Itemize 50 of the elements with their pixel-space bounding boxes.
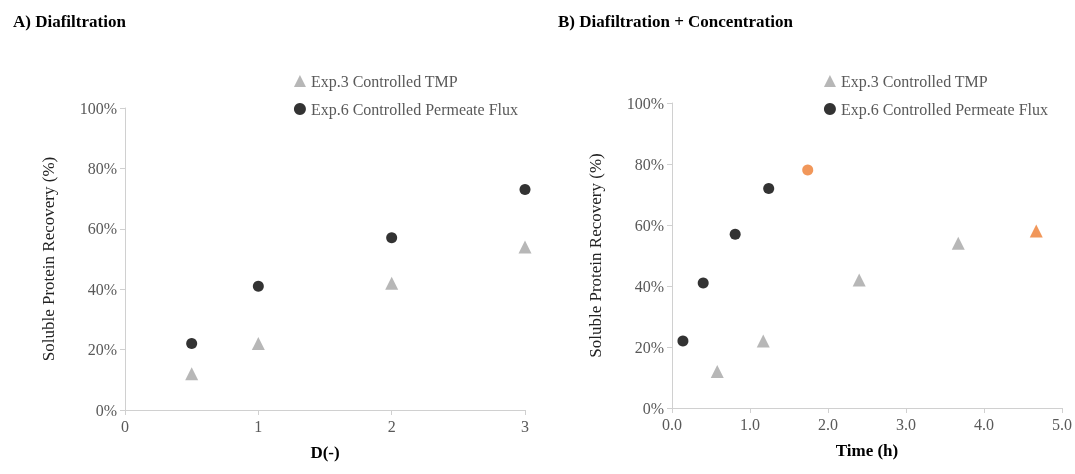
point bbox=[852, 273, 866, 287]
y-tick-label: 40% bbox=[87, 280, 117, 298]
y-axis-title: Soluble Protein Recovery (%) bbox=[586, 153, 605, 358]
x-tick-label: 4.0 bbox=[974, 415, 994, 433]
x-axis-title: Time (h) bbox=[835, 441, 899, 460]
y-tick-label: 100% bbox=[79, 99, 117, 117]
point bbox=[697, 277, 709, 289]
point bbox=[385, 276, 399, 290]
legend-label: Exp.6 Controlled Permeate Flux bbox=[840, 100, 1048, 119]
legend-label: Exp.3 Controlled TMP bbox=[840, 72, 988, 91]
x-tick-label: 3.0 bbox=[896, 415, 916, 433]
point bbox=[951, 236, 965, 250]
y-tick-label: 20% bbox=[634, 338, 664, 356]
x-tick-label: 2.0 bbox=[818, 415, 838, 433]
x-tick-label: 1.0 bbox=[740, 415, 760, 433]
chart-title: B) Diafiltration + Concentration bbox=[558, 12, 794, 31]
point bbox=[756, 334, 770, 348]
y-tick-label: 20% bbox=[87, 341, 117, 359]
point bbox=[802, 164, 814, 176]
y-tick-label: 100% bbox=[626, 94, 664, 112]
point bbox=[518, 240, 532, 254]
point bbox=[185, 367, 199, 381]
chart-title: A) Diafiltration bbox=[13, 12, 127, 31]
x-tick-label: 5.0 bbox=[1052, 415, 1072, 433]
y-tick-label: 80% bbox=[634, 155, 664, 173]
x-tick-label: 0.0 bbox=[662, 415, 682, 433]
y-tick-label: 40% bbox=[634, 277, 664, 295]
y-tick-label: 0% bbox=[95, 401, 117, 419]
x-tick-label: 3 bbox=[521, 417, 529, 435]
legend-label: Exp.3 Controlled TMP bbox=[310, 72, 458, 91]
point bbox=[519, 184, 531, 196]
x-axis-title: D(-) bbox=[310, 443, 340, 462]
y-tick-label: 80% bbox=[87, 159, 117, 177]
point bbox=[729, 228, 741, 240]
legend-label: Exp.6 Controlled Permeate Flux bbox=[310, 100, 518, 119]
x-tick-label: 0 bbox=[121, 417, 129, 435]
point bbox=[677, 335, 689, 347]
y-tick-label: 60% bbox=[87, 220, 117, 238]
point bbox=[252, 280, 264, 292]
y-tick-label: 0% bbox=[642, 399, 664, 417]
point bbox=[386, 232, 398, 244]
point bbox=[251, 337, 265, 351]
x-tick-label: 2 bbox=[387, 417, 396, 435]
point bbox=[763, 182, 775, 194]
y-axis-title: Soluble Protein Recovery (%) bbox=[39, 156, 58, 362]
point bbox=[1029, 224, 1043, 238]
x-tick-label: 1 bbox=[254, 417, 263, 435]
y-tick-label: 60% bbox=[634, 216, 664, 234]
point bbox=[186, 338, 198, 350]
point bbox=[710, 364, 724, 378]
